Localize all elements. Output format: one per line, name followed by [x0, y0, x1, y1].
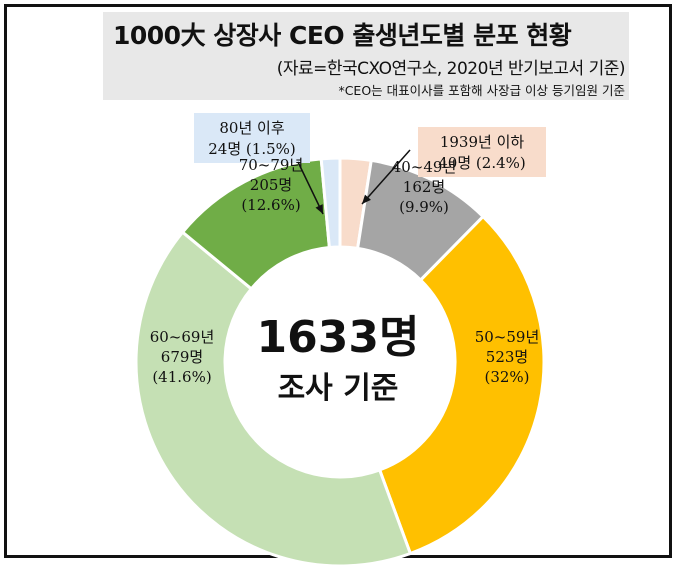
callout-arrowhead-0 [362, 194, 371, 204]
callout-box-0 [418, 127, 546, 177]
callout-arrow-line-5 [297, 161, 324, 215]
donut-slice-5 [319, 156, 342, 250]
slice-1-name-label: 40~49년 [392, 158, 457, 176]
slice-3-name-label: 60~69년 [150, 328, 215, 346]
slice-2-percent-label: (32%) [484, 368, 529, 386]
slice-5-count-percent-label: 24명 (1.5%) [208, 140, 295, 158]
slice-2-count-label: 523명 [486, 348, 528, 366]
source-note: (자료=한국CXO연구소, 2020년 반기보고서 기준) [276, 59, 626, 79]
callouts [194, 113, 546, 215]
slice-5-name-label: 80년 이후 [219, 119, 284, 137]
slice-4-percent-label: (12.6%) [241, 196, 300, 214]
callout-box-5 [194, 113, 310, 163]
slice-1-percent-label: (9.9%) [399, 198, 449, 216]
slice-3-count-label: 679명 [161, 348, 203, 366]
donut-slice-2 [377, 214, 546, 556]
slice-labels: 1939년 이하 40명 (2.4%)40~49년 162명 (9.9%) 50~59년… [150, 119, 540, 386]
slice-2-name-label: 50~59년 [475, 328, 540, 346]
slice-4-count-label: 205명 [250, 176, 292, 194]
slice-0-count-percent-label: 40명 (2.4%) [438, 154, 525, 172]
center-caption-label: 조사 기준 [278, 371, 399, 406]
slice-3-percent-label: (41.6%) [152, 368, 211, 386]
center-total-label: 1633명 [257, 312, 420, 363]
donut-slices [134, 156, 546, 566]
slice-1-count-label: 162명 [403, 178, 445, 196]
slice-4-name-label: 70~79년 [239, 156, 304, 174]
callout-arrowhead-5 [315, 204, 323, 214]
header-box [103, 12, 629, 100]
callout-arrow-line-0 [361, 149, 411, 205]
donut-slice-3 [134, 230, 413, 566]
chart-title: 1000大 상장사 CEO 출생년도별 분포 현황 [113, 21, 572, 50]
footnote: *CEO는 대표이사를 포함해 사장급 이상 등기임원 기준 [338, 83, 625, 98]
slice-0-name-label: 1939년 이하 [440, 133, 525, 151]
